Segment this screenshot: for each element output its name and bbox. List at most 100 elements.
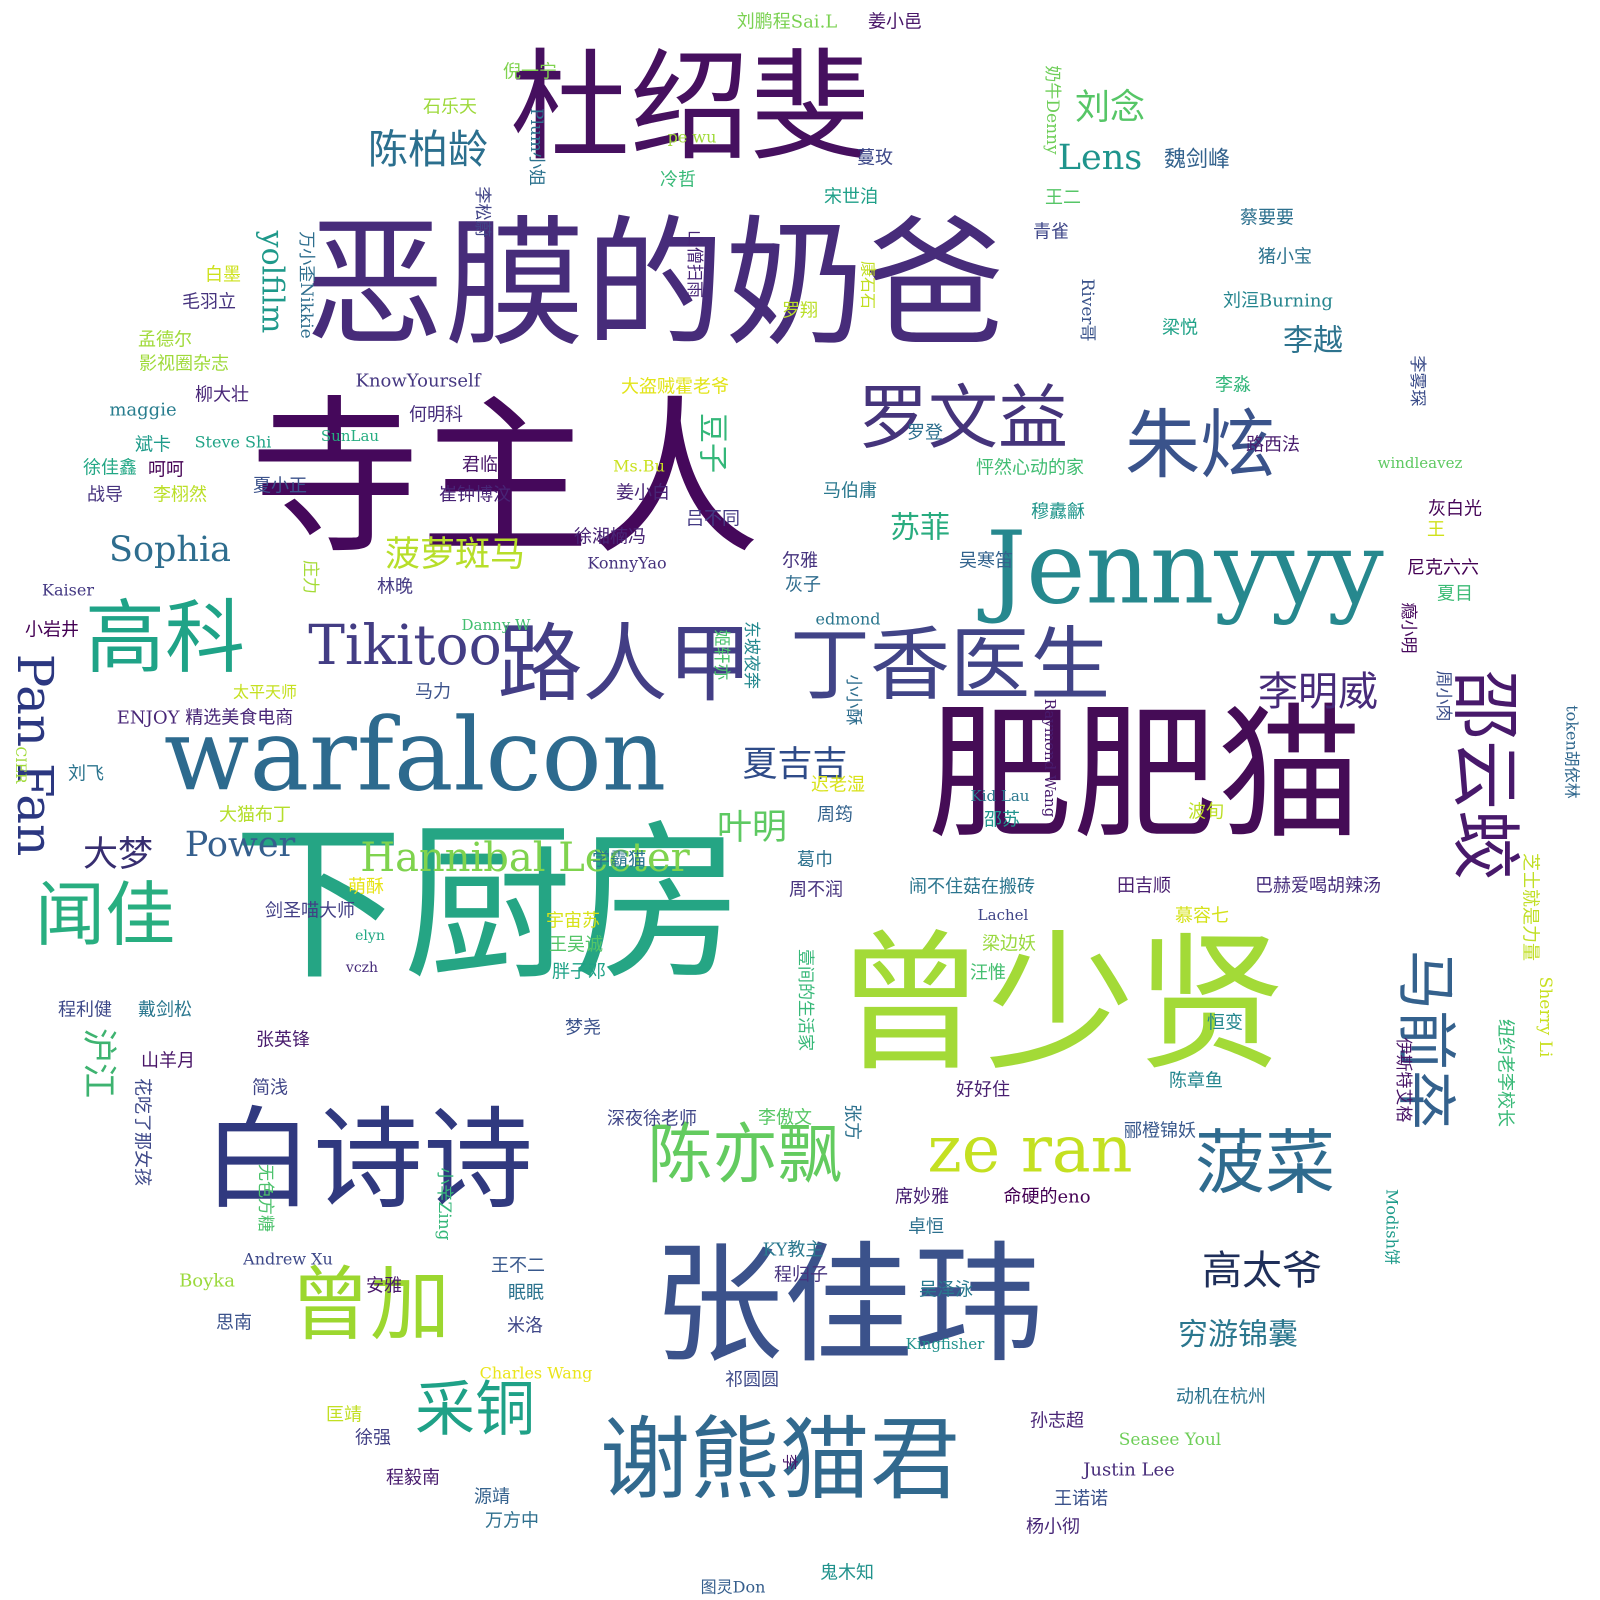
cloud-word: 曾少贤: [835, 918, 1285, 1092]
cloud-word: 崔钟博汶: [439, 485, 511, 506]
cloud-word: 李明威: [1258, 669, 1378, 715]
cloud-word: 灰白光: [1428, 499, 1482, 520]
cloud-word: 波旬: [1188, 802, 1224, 823]
cloud-word: 安雅: [366, 1276, 402, 1297]
cloud-word: ze ran: [927, 1113, 1132, 1188]
cloud-word: 邵苏: [984, 810, 1020, 831]
cloud-word: 学霸猫: [592, 850, 646, 871]
cloud-word: 万方中: [485, 1511, 539, 1532]
cloud-word: 戴剑松: [138, 1000, 192, 1021]
cloud-word: 柳大壮: [195, 385, 249, 406]
cloud-word: 张英锋: [256, 1030, 310, 1051]
cloud-word: 宋世洎: [824, 187, 878, 208]
cloud-word: 灰子: [785, 575, 821, 596]
cloud-word: 姜小白: [616, 483, 670, 504]
cloud-word: 冷哲: [660, 170, 696, 191]
cloud-word: 李越: [1283, 324, 1343, 359]
cloud-word: 蔡要要: [1240, 208, 1294, 229]
cloud-word: 简浅: [252, 1078, 288, 1099]
cloud-word: 王: [1427, 520, 1445, 541]
cloud-word: yolfilm: [255, 230, 290, 334]
cloud-word: 无色方糖: [255, 1164, 275, 1232]
cloud-word: 周小肉: [1433, 671, 1453, 722]
cloud-word: 魏剑峰: [1164, 148, 1230, 173]
cloud-word: 宇宙苏: [546, 911, 600, 932]
cloud-word: 小辛Zing: [434, 1167, 454, 1240]
cloud-word: 思南: [216, 1313, 252, 1334]
cloud-word: 奶牛Denny: [1042, 65, 1062, 155]
cloud-word: 米洛: [507, 1316, 543, 1337]
cloud-word: 马伯庸: [823, 481, 877, 502]
cloud-word: 斌卡: [135, 435, 171, 456]
cloud-word: 巴赫爱喝胡辣汤: [1255, 876, 1381, 897]
cloud-word: 深夜徐老师: [607, 1109, 697, 1130]
cloud-word: 芝士就是力量: [1520, 853, 1541, 961]
cloud-word: 王不二: [491, 1256, 545, 1277]
cloud-word: KnowYourself: [356, 371, 482, 392]
cloud-word: Power: [185, 825, 296, 865]
cloud-word: 穆纛龢: [1031, 502, 1085, 523]
cloud-word: 白墨: [205, 265, 241, 286]
cloud-word: 丁香医生: [790, 619, 1110, 712]
cloud-word: Raymond Wang: [1041, 699, 1059, 818]
cloud-word: 庄力: [300, 560, 320, 594]
cloud-word: 君临: [462, 455, 498, 476]
cloud-word: 吴寒笛: [959, 551, 1013, 572]
cloud-word: 汪惟: [970, 963, 1006, 984]
cloud-word: 邵云蛟: [1444, 670, 1526, 880]
cloud-word: 梁悦: [1162, 318, 1198, 339]
cloud-word: 朱炫: [1125, 401, 1275, 489]
cloud-word: 田吉顺: [1117, 876, 1171, 897]
cloud-word: 战导: [87, 485, 123, 506]
cloud-word: 高太爷: [1202, 1248, 1322, 1294]
cloud-word: 沪江: [78, 1028, 118, 1098]
cloud-word: 太平天师: [233, 683, 297, 702]
cloud-word: 林晚: [377, 577, 413, 598]
cloud-word: 孟德尔: [138, 330, 192, 351]
cloud-word: 穷游锦囊: [1178, 1318, 1298, 1353]
cloud-word: Kid Lau: [971, 787, 1030, 805]
cloud-word: 菠萝斑马: [385, 535, 525, 575]
cloud-word: Lens: [1058, 138, 1142, 178]
cloud-word: Hannibal Lecter: [360, 835, 690, 881]
cloud-word: 马前卒: [1390, 950, 1460, 1130]
cloud-word: 葛巾: [797, 850, 833, 871]
cloud-word: Seasee Youl: [1119, 1430, 1221, 1450]
cloud-word: Pan Fan: [6, 654, 64, 857]
cloud-word: 罗文益: [858, 377, 1068, 459]
cloud-word: 影视圈杂志: [139, 354, 229, 375]
cloud-word: 蔓玫: [857, 148, 893, 169]
cloud-word: 鬼木知: [820, 1563, 874, 1584]
cloud-word: pe wu: [668, 128, 717, 147]
cloud-word: 王二: [1045, 188, 1081, 209]
cloud-word: 王吴诚: [549, 935, 603, 956]
cloud-word: maggie: [109, 400, 176, 421]
cloud-word: 菠菜: [1195, 1122, 1335, 1204]
cloud-word: 杜绍斐: [510, 39, 870, 178]
cloud-word: 怦然心动的家: [976, 458, 1084, 479]
cloud-word: 陈柏龄: [368, 127, 488, 173]
cloud-word: River哥: [1077, 278, 1097, 341]
cloud-word: windleavez: [1378, 454, 1463, 472]
cloud-word: 程归子: [774, 1265, 828, 1286]
cloud-word: 徐佳鑫: [83, 458, 137, 479]
cloud-word: Kingfisher: [906, 1335, 986, 1353]
cloud-word: warfalcon: [164, 697, 666, 814]
cloud-word: 匡靖: [326, 1405, 362, 1426]
cloud-word: 肥肥猫: [928, 691, 1363, 860]
cloud-word: Charles Wang: [480, 1364, 593, 1383]
cloud-word: KonnyYao: [587, 554, 666, 573]
cloud-word: 李松蔚: [472, 187, 492, 238]
cloud-word: Danny W: [462, 616, 532, 634]
cloud-word: 纽约老李校长: [1495, 1019, 1516, 1127]
cloud-word: 路人甲: [497, 616, 752, 715]
cloud-word: 谢熊猫君: [600, 1408, 960, 1513]
cloud-word: 壹间的生活家: [795, 949, 815, 1051]
cloud-word: 刘鹏程Sai.L: [737, 12, 838, 33]
cloud-word: 何明科: [409, 405, 463, 426]
cloud-word: 夏小正: [253, 476, 307, 497]
cloud-word: Justin Lee: [1081, 1460, 1175, 1481]
cloud-word: 胖子邓: [552, 962, 606, 983]
cloud-word: 寺主人: [250, 381, 760, 579]
cloud-word: 梁边妖: [982, 934, 1036, 955]
